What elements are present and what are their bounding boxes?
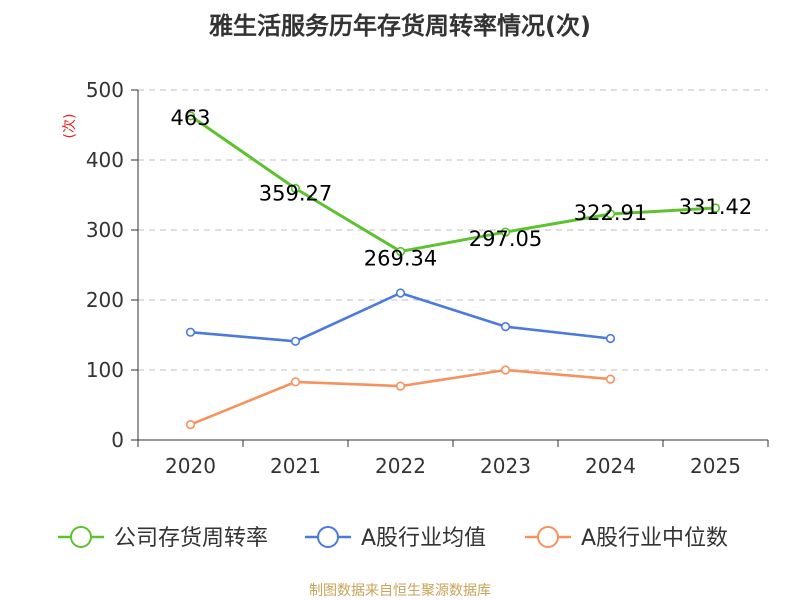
data-point xyxy=(185,111,196,121)
data-label: 359.27 xyxy=(259,182,332,206)
data-label: 463 xyxy=(170,106,210,130)
data-point xyxy=(290,377,301,387)
data-point xyxy=(710,203,721,213)
series-line xyxy=(190,368,611,426)
data-point xyxy=(605,333,616,344)
chart-title: 雅生活服务历年存货周转率情况(次) xyxy=(209,12,591,40)
legend-label: A股行业中位数 xyxy=(581,526,728,551)
legend-label: A股行业均值 xyxy=(361,526,486,551)
grid-layer xyxy=(138,89,768,371)
series-0 xyxy=(185,111,721,257)
x-tick-label: 2022 xyxy=(375,454,426,478)
data-label-layer: 463 359.27 269.34 297.05 322.91 331.42 xyxy=(170,106,752,271)
data-point xyxy=(395,246,406,257)
data-label: 269.34 xyxy=(364,246,437,270)
data-point xyxy=(605,209,616,219)
legend-label: 公司存货周转率 xyxy=(114,526,268,551)
legend-marker xyxy=(317,526,339,548)
legend: 公司存货周转率 A股行业均值 A股行业中位数 xyxy=(58,526,728,551)
y-tick-label: 0 xyxy=(111,428,124,452)
data-point xyxy=(185,420,196,430)
y-tick-label: 200 xyxy=(86,288,124,312)
data-label: 297.05 xyxy=(469,227,542,251)
data-label: 322.91 xyxy=(574,201,647,225)
series-2 xyxy=(185,365,616,430)
legend-item: A股行业均值 xyxy=(305,526,486,551)
x-tick-label: 2025 xyxy=(690,454,741,478)
legend-marker xyxy=(537,526,559,548)
data-point xyxy=(185,327,196,337)
x-tick-label: 2023 xyxy=(480,454,531,478)
y-tick-label: 100 xyxy=(86,358,124,382)
legend-item: 公司存货周转率 xyxy=(58,526,268,551)
y-axis-label: (次) xyxy=(62,114,78,139)
y-tick-label: 300 xyxy=(86,218,124,242)
x-tick-label: 2024 xyxy=(585,454,636,478)
data-point xyxy=(605,374,616,384)
data-point xyxy=(500,365,511,375)
legend-item: A股行业中位数 xyxy=(525,526,728,551)
y-tick-label: 500 xyxy=(86,78,124,102)
legend-marker xyxy=(70,526,92,548)
data-point xyxy=(500,227,511,237)
x-tick-label: 2020 xyxy=(165,454,216,478)
data-point xyxy=(290,183,301,194)
data-point xyxy=(395,288,406,298)
series-layer xyxy=(185,111,721,430)
axis-layer: 0 100 200 300 400 500 2020 2021 2022 2023 2024 2025… xyxy=(62,78,769,478)
x-tick-label: 2021 xyxy=(270,454,321,478)
series-1 xyxy=(185,288,616,346)
data-point xyxy=(290,336,301,346)
data-point xyxy=(500,322,511,332)
y-tick-label: 400 xyxy=(86,148,124,172)
data-label: 331.42 xyxy=(679,195,752,219)
data-point xyxy=(395,381,406,391)
source-note: 制图数据来自恒生聚源数据库 xyxy=(309,583,491,599)
series-line xyxy=(189,114,716,253)
